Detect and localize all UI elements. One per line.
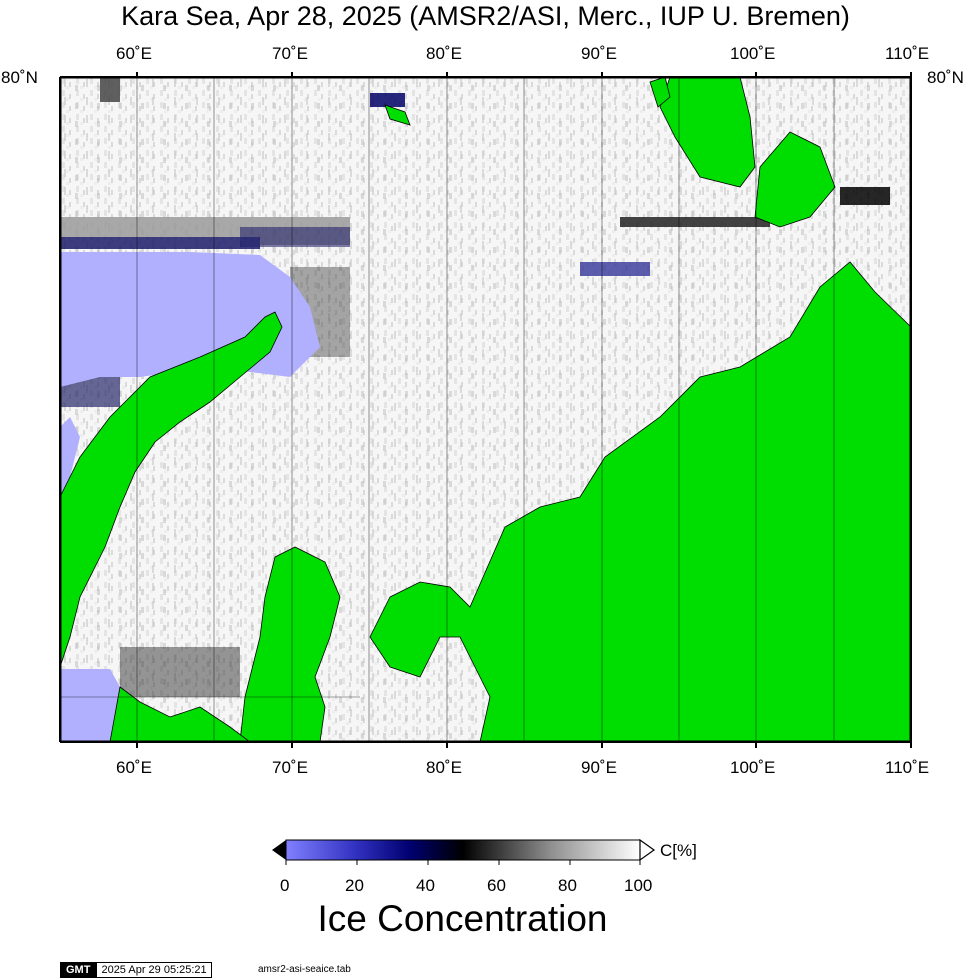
colorbar-gradient [285, 839, 641, 861]
bottom-lon-label: 60˚E [116, 758, 152, 777]
top-lon-label: 90˚E [581, 44, 617, 63]
colorbar-unit: C[%] [660, 841, 697, 860]
gmt-timestamp-badge: GMT 2025 Apr 29 05:25:21 [60, 962, 212, 978]
colorbar-tick-label: 80 [558, 876, 577, 895]
colorbar-right-arrow [639, 838, 656, 862]
colorbar [272, 838, 656, 865]
colorbar-tick-label: 60 [487, 876, 506, 895]
land-novaya-zemlya [60, 311, 283, 668]
colorbar-left-arrow [272, 840, 286, 860]
top-lon-label: 110˚E [885, 44, 930, 63]
top-lon-label: 60˚E [116, 44, 152, 63]
land-small-island [384, 104, 411, 126]
colorbar-tick-label: 40 [416, 876, 435, 895]
colorbar-tick-label: 20 [345, 876, 364, 895]
land-severnaya-zemlya [659, 77, 756, 188]
left-lat-label: 80˚N [1, 68, 38, 87]
open-water-southwest [60, 417, 80, 497]
gmt-timestamp: 2025 Apr 29 05:25:21 [96, 962, 212, 978]
land-taymyr [369, 261, 911, 742]
land-yamal [239, 546, 341, 742]
map-title: Kara Sea, Apr 28, 2025 (AMSR2/ASI, Merc.… [121, 1, 850, 31]
open-water-pechora [60, 669, 120, 742]
meridian-gridlines [60, 77, 835, 742]
sea-ice-map [60, 77, 911, 742]
top-lon-label: 70˚E [272, 44, 308, 63]
land-southwest [109, 686, 251, 742]
colorbar-tick-label: 100 [624, 876, 653, 895]
bottom-lon-label: 110˚E [885, 758, 930, 777]
sea-ice-map-svg [60, 77, 911, 742]
colorbar-title: Ice Concentration [317, 898, 608, 939]
land-bolshevik-island [754, 131, 836, 228]
top-lon-label: 100˚E [730, 44, 776, 63]
right-lat-label: 80˚N [927, 68, 964, 87]
source-file-label: amsr2-asi-seaice.tab [258, 964, 351, 975]
colorbar-tick-label: 0 [280, 876, 290, 895]
map-frame-ticks [59, 72, 912, 748]
bottom-lon-label: 70˚E [272, 758, 308, 777]
bottom-lon-label: 90˚E [581, 758, 617, 777]
bottom-lon-label: 100˚E [730, 758, 776, 777]
top-lon-label: 80˚E [426, 44, 462, 63]
bottom-lon-label: 80˚E [426, 758, 462, 777]
land-small-island-2 [649, 77, 671, 108]
gmt-logo: GMT [60, 962, 97, 978]
